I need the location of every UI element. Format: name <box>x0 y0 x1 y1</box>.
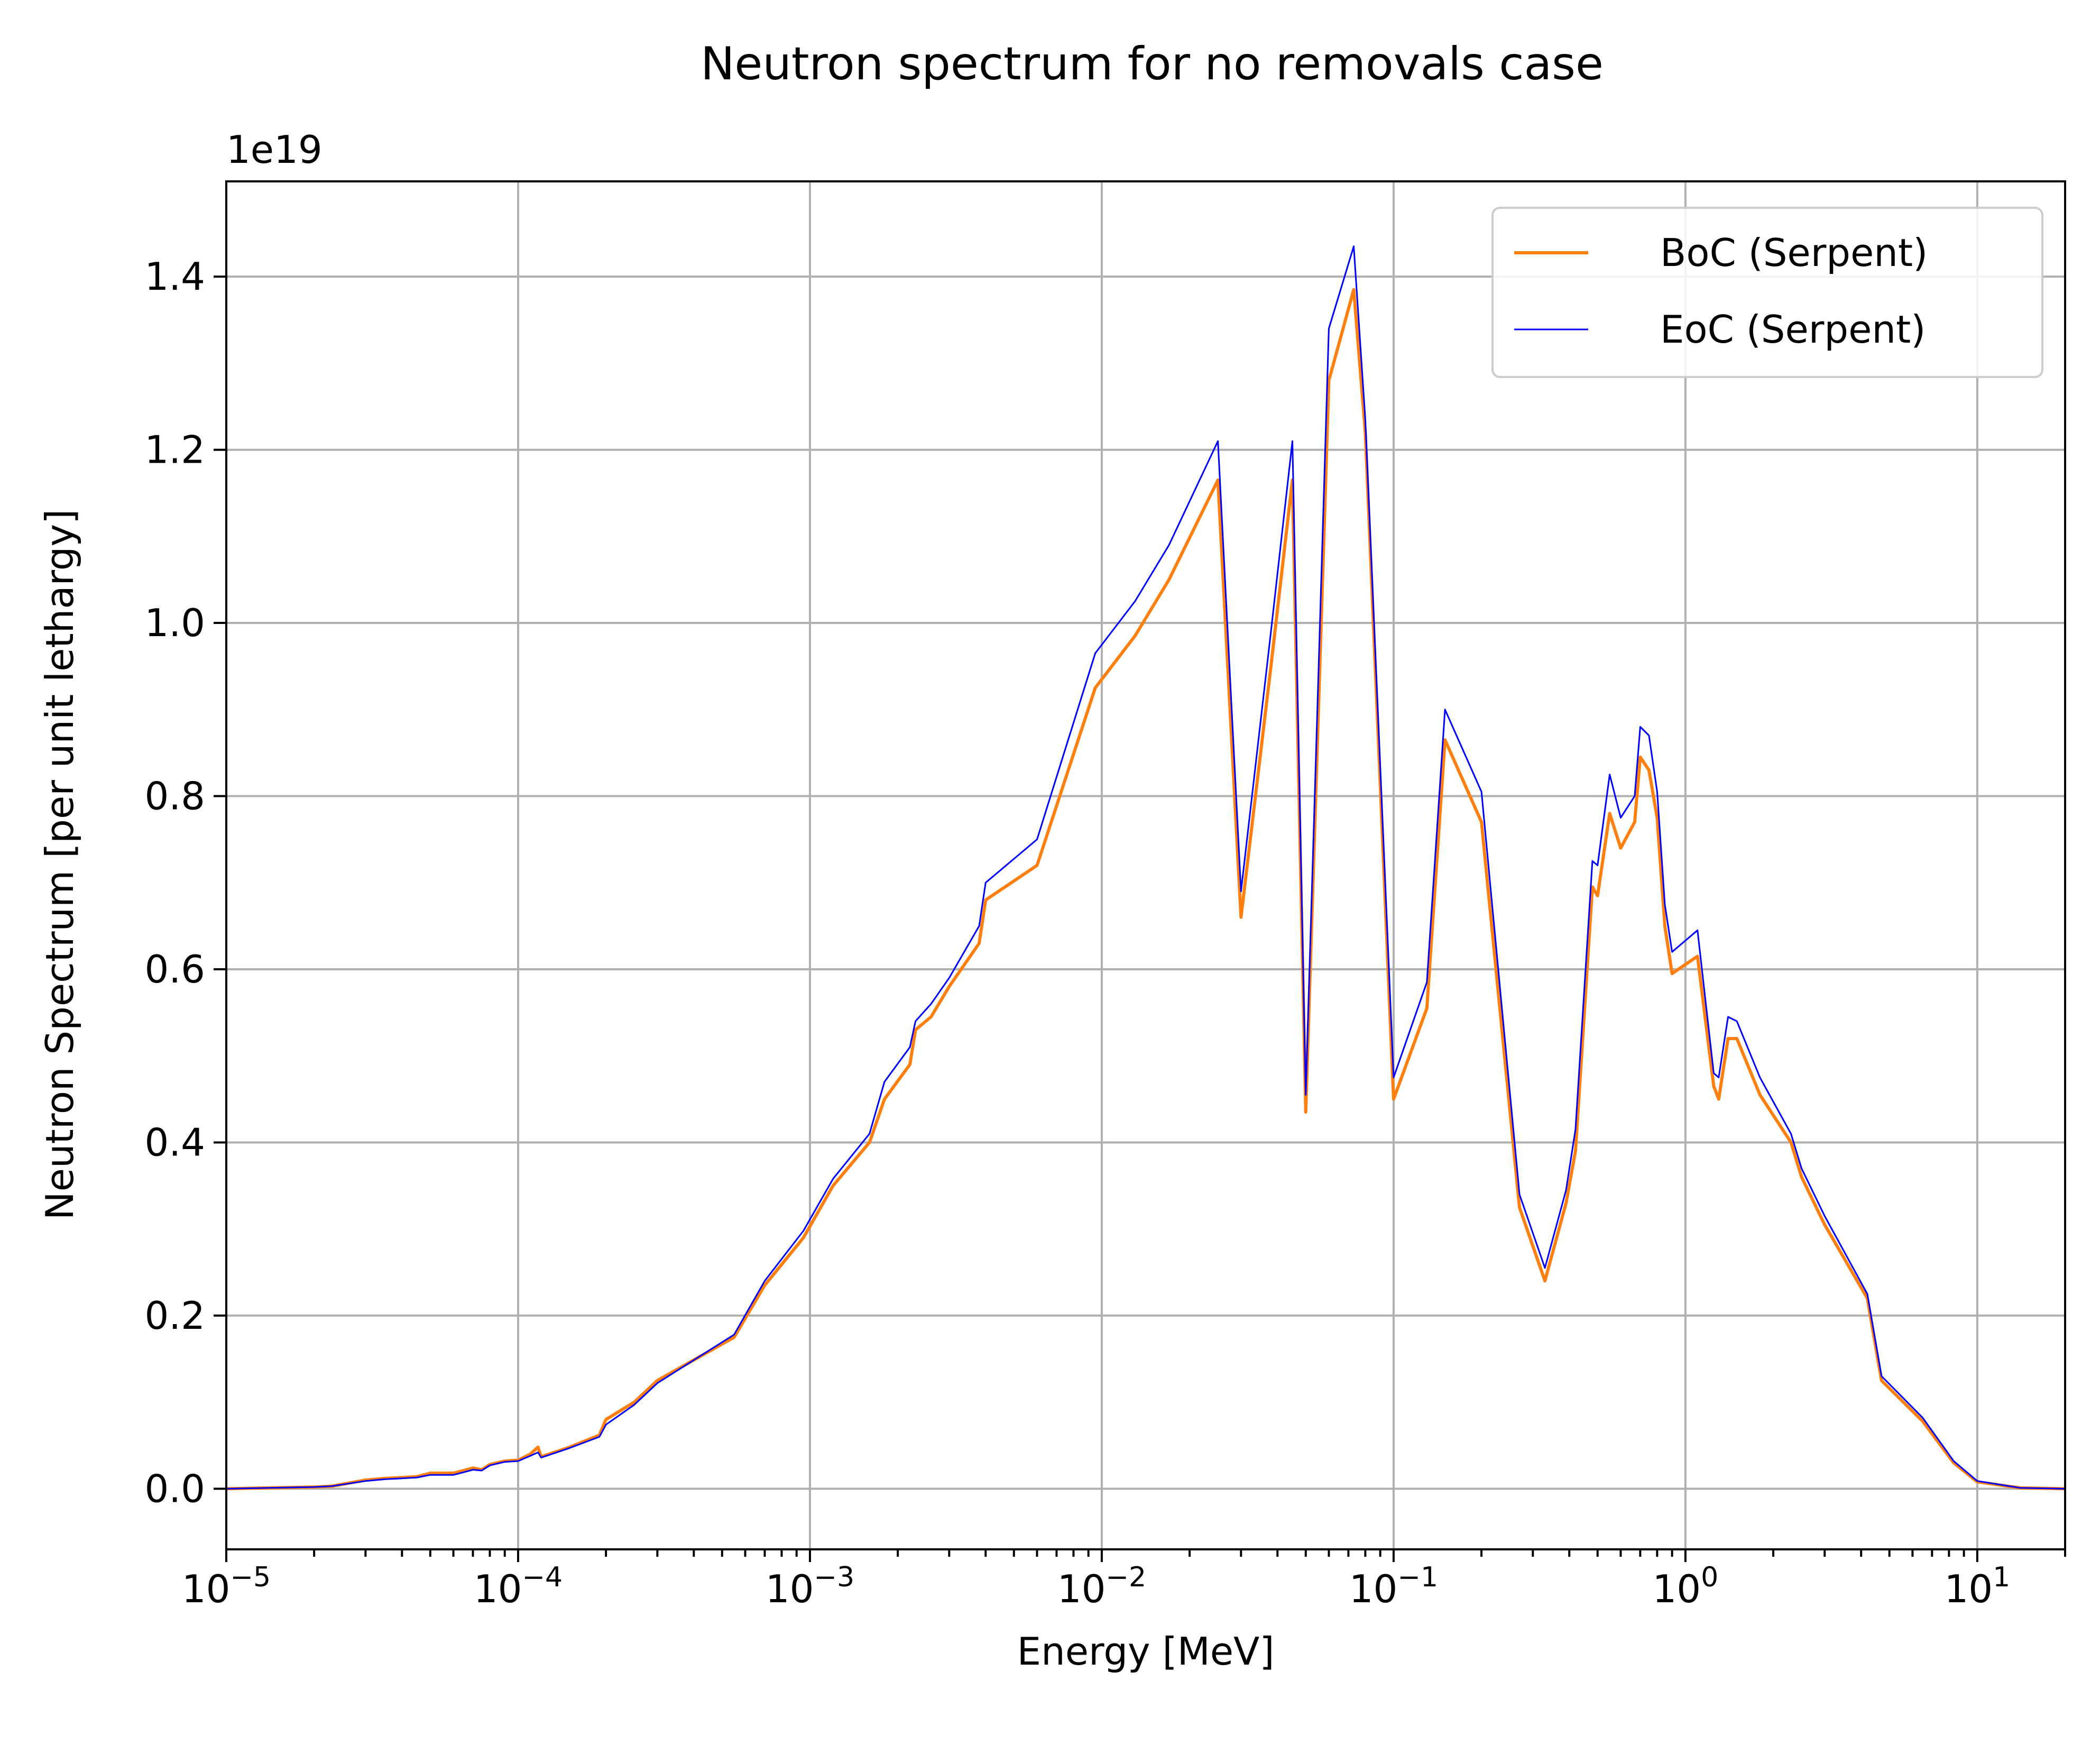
y-tick-label: 1.4 <box>144 254 205 299</box>
x-tick-label: 10−5 <box>182 1562 271 1611</box>
x-axis-label: Energy [MeV] <box>1017 1629 1275 1674</box>
y-tick-label: 0.2 <box>144 1293 205 1338</box>
chart-legend: BoC (Serpent) EoC (Serpent) <box>1491 207 2043 378</box>
y-tick-label: 0.4 <box>144 1120 205 1164</box>
y-tick-label: 0.0 <box>144 1466 205 1511</box>
plot-area-border <box>225 180 2066 1550</box>
legend-label-eoc: EoC (Serpent) <box>1660 307 1926 352</box>
y-tick-label: 0.8 <box>144 774 205 819</box>
y-axis-label: Neutron Spectrum [per unit lethargy] <box>38 509 82 1220</box>
x-tick-label: 101 <box>1944 1562 2010 1611</box>
chart-title: Neutron spectrum for no removals case <box>701 38 1604 90</box>
legend-box <box>1491 207 2043 378</box>
axis-ticks: 10−5 10−4 10−3 10−2 10−1 100 101 0.0 0.2 0.4 0.6 0.… <box>144 254 2066 1611</box>
series-line-boc <box>226 288 2066 1491</box>
x-tick-label: 10−2 <box>1057 1562 1146 1611</box>
data-series <box>226 245 2066 1491</box>
y-tick-label: 1.2 <box>144 428 205 472</box>
y-tick-label: 1.0 <box>144 601 205 645</box>
y-tick-label: 0.6 <box>144 947 205 991</box>
legend-label-boc: BoC (Serpent) <box>1660 231 1928 275</box>
x-tick-label: 10−1 <box>1349 1562 1438 1611</box>
x-tick-label: 10−3 <box>766 1562 854 1611</box>
x-tick-label: 100 <box>1653 1562 1719 1611</box>
grid-lines <box>225 181 2065 1549</box>
series-line-eoc <box>226 245 2066 1490</box>
x-tick-label: 10−4 <box>474 1562 563 1611</box>
y-axis-offset-label: 1e19 <box>226 127 323 172</box>
